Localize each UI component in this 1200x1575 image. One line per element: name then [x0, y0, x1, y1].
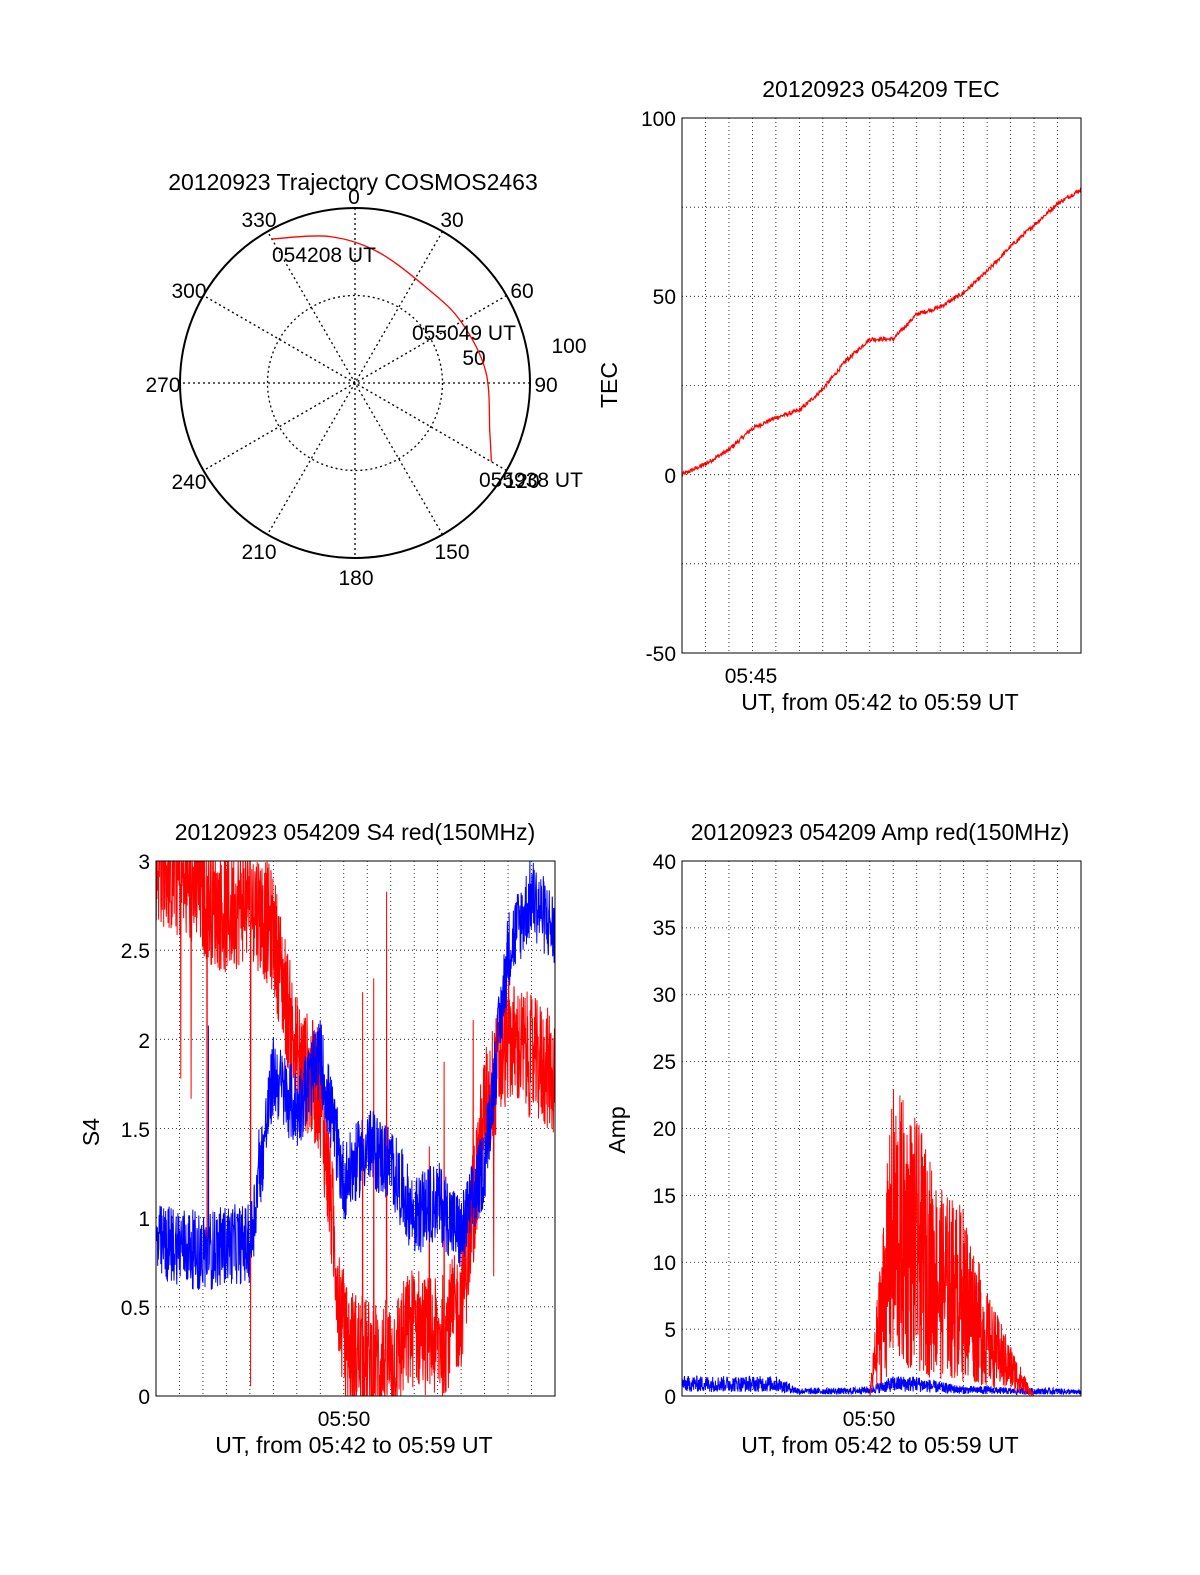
s4-title: 20120923 054209 S4 red(150MHz)	[175, 819, 536, 845]
amp-ytick: 15	[653, 1185, 676, 1208]
amp-chart: 20120923 054209 Amp red(150MHz) 0 5 10 1…	[604, 819, 1082, 1458]
s4-red-series	[156, 861, 555, 1396]
trajectory-polar-chart: 20120923 Trajectory COSMOS2463 0 30 60 9…	[145, 169, 586, 590]
s4-ylabel: S4	[78, 1118, 104, 1146]
tec-ylabel: TEC	[596, 362, 622, 408]
polar-angle-label: 240	[171, 471, 206, 494]
polar-angle-label: 270	[145, 374, 180, 397]
amp-grid	[682, 861, 1081, 1396]
s4-ytick: 2	[138, 1030, 150, 1053]
s4-ytick: 1	[138, 1208, 150, 1231]
amp-frame	[681, 860, 1082, 1397]
tec-frame	[681, 117, 1082, 654]
tec-line	[681, 187, 1082, 478]
trajectory-mid-label: 055049 UT	[412, 322, 516, 345]
polar-title: 20120923 Trajectory COSMOS2463	[168, 169, 537, 195]
s4-ytick: 0.5	[121, 1297, 150, 1320]
amp-ytick: 30	[653, 984, 676, 1007]
amp-xlabel: UT, from 05:42 to 05:59 UT	[741, 1432, 1018, 1458]
s4-ytick: 2.5	[121, 940, 150, 963]
polar-angle-label: 120	[504, 470, 539, 493]
amp-ytick: 0	[664, 1386, 676, 1409]
amp-ylabel: Amp	[604, 1106, 630, 1153]
polar-angle-label: 0	[348, 186, 360, 209]
s4-xtick: 05:50	[318, 1408, 371, 1431]
polar-angle-label: 300	[171, 280, 206, 303]
tec-ytick: 50	[653, 286, 676, 309]
s4-frame	[155, 860, 556, 1397]
amp-red-series	[682, 1089, 1081, 1396]
polar-radius-label: 100	[551, 335, 586, 358]
amp-title: 20120923 054209 Amp red(150MHz)	[691, 819, 1069, 845]
polar-angle-label: 150	[434, 541, 469, 564]
s4-ytick: 0	[138, 1386, 150, 1409]
s4-ytick: 1.5	[121, 1119, 150, 1142]
trajectory-line	[271, 235, 493, 462]
polar-angle-label: 60	[510, 280, 533, 303]
amp-ytick: 25	[653, 1051, 676, 1074]
s4-ytick: 3	[138, 851, 150, 874]
amp-ytick: 35	[653, 917, 676, 940]
tec-title: 20120923 054209 TEC	[762, 76, 999, 102]
tec-ytick: 100	[641, 108, 676, 131]
trajectory-end-label: 055938 UT	[479, 469, 583, 492]
tec-ytick: -50	[646, 643, 676, 666]
polar-angle-labels: 0 30 60 90 120 150 180 210 240 270 300 3…	[145, 186, 557, 590]
polar-inner-circle	[266, 294, 444, 472]
polar-spokes	[180, 208, 530, 558]
amp-ytick: 5	[664, 1319, 676, 1342]
polar-spoke	[266, 231, 444, 535]
amp-ytick: 10	[653, 1252, 676, 1275]
amp-ytick: 20	[653, 1118, 676, 1141]
polar-radius-label: 50	[462, 347, 485, 370]
tec-chart: 20120923 054209 TEC 100 50 0 -50 05:45 U…	[596, 76, 1082, 715]
polar-angle-label: 330	[241, 209, 276, 232]
amp-ytick: 40	[653, 851, 676, 874]
tec-ytick: 0	[664, 465, 676, 488]
polar-angle-label: 210	[241, 541, 276, 564]
polar-angle-label: 180	[338, 567, 373, 590]
polar-angle-label: 30	[440, 209, 463, 232]
s4-blue-series	[156, 861, 555, 1290]
tec-grid	[682, 118, 1081, 653]
s4-chart: 20120923 054209 S4 red(150MHz) 0 0.5 1 1…	[78, 819, 556, 1458]
s4-xlabel: UT, from 05:42 to 05:59 UT	[215, 1432, 492, 1458]
trajectory-start-label: 054208 UT	[272, 244, 376, 267]
polar-angle-label: 90	[534, 374, 557, 397]
tec-xlabel: UT, from 05:42 to 05:59 UT	[741, 689, 1018, 715]
tec-xtick: 05:45	[725, 665, 778, 688]
amp-xtick: 05:50	[843, 1408, 896, 1431]
